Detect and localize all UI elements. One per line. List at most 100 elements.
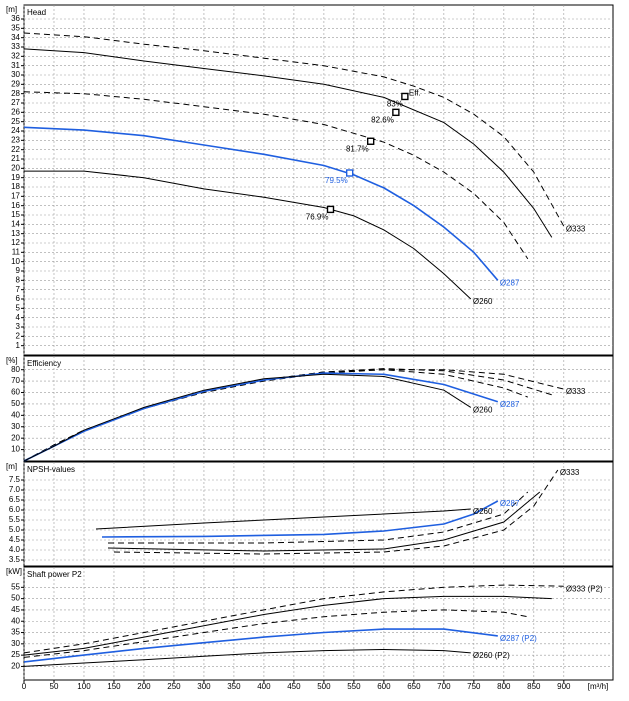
panel-title: NPSH-values (27, 465, 75, 474)
curve (23, 628, 498, 663)
panel-frame (23, 566, 614, 681)
y-tick-label: 32 (11, 51, 20, 60)
x-tick-label: 550 (347, 682, 361, 691)
panel-frame (23, 355, 614, 462)
curve (23, 32, 565, 227)
y-tick-label: 23 (11, 135, 20, 144)
x-tick-label: 300 (197, 682, 211, 691)
y-tick-label: 29 (11, 79, 20, 88)
x-tick-label: 150 (107, 682, 121, 691)
y-unit: [m] (6, 5, 17, 14)
y-tick-label: 36 (11, 14, 20, 23)
y-tick-label: 3.5 (9, 555, 21, 564)
y-tick-label: 20 (11, 163, 20, 172)
duty-point-label: 82.6% (371, 115, 394, 124)
y-tick-label: 17 (11, 191, 20, 200)
curve-label: Ø260 (473, 507, 493, 516)
y-tick-label: 7.5 (9, 475, 21, 484)
y-tick-label: 10 (11, 257, 20, 266)
x-tick-label: 250 (167, 682, 181, 691)
y-tick-label: 16 (11, 201, 20, 210)
y-tick-label: 5.5 (9, 515, 21, 524)
x-tick-label: 800 (497, 682, 511, 691)
y-tick-label: 14 (11, 219, 20, 228)
y-tick-label: 30 (11, 639, 20, 648)
y-tick-label: 27 (11, 98, 20, 107)
y-tick-label: 20 (11, 433, 20, 442)
x-tick-label: 50 (50, 682, 59, 691)
y-tick-label: 22 (11, 145, 20, 154)
curve-label: Ø333 (566, 387, 586, 396)
curve-label: Ø260 (473, 297, 493, 306)
curve (101, 500, 499, 538)
y-tick-label: 50 (11, 399, 20, 408)
duty-point-label: 76.9% (306, 213, 329, 222)
y-tick-label: 10 (11, 445, 20, 454)
panel-title: Head (27, 8, 46, 17)
x-tick-label: 0 (22, 682, 27, 691)
curve-label: Ø287 (500, 400, 520, 409)
panel-frame (23, 4, 614, 356)
curve (23, 609, 528, 658)
y-tick-label: 21 (11, 154, 20, 163)
x-tick-label: 100 (77, 682, 91, 691)
y-tick-label: 12 (11, 238, 20, 247)
y-tick-label: 55 (11, 582, 20, 591)
y-tick-label: 34 (11, 33, 20, 42)
curve (23, 91, 529, 260)
curve-label: Ø287 (P2) (500, 634, 537, 643)
y-tick-label: 6.0 (9, 505, 21, 514)
y-unit: [m] (6, 462, 17, 471)
y-tick-label: 18 (11, 182, 20, 191)
y-tick-label: 33 (11, 42, 20, 51)
y-tick-label: 40 (11, 410, 20, 419)
y-tick-label: 4 (16, 313, 21, 322)
x-tick-label: 200 (137, 682, 151, 691)
panel-title: Efficiency (27, 359, 61, 368)
x-tick-label: 500 (317, 682, 331, 691)
y-tick-label: 11 (12, 247, 21, 256)
y-tick-label: 35 (11, 628, 20, 637)
curve-label: Ø333 (P2) (566, 584, 603, 593)
panel-title: Shaft power P2 (27, 570, 82, 579)
y-tick-label: 45 (11, 605, 20, 614)
x-unit: [m³/h] (588, 682, 608, 691)
y-tick-label: 6.5 (9, 495, 21, 504)
x-tick-label: 400 (257, 682, 271, 691)
y-tick-label: 26 (11, 107, 20, 116)
curve (23, 373, 472, 462)
y-tick-label: 70 (11, 376, 20, 385)
duty-point-label: 79.5% (325, 176, 348, 185)
x-tick-label: 650 (407, 682, 421, 691)
duty-point (345, 169, 354, 177)
y-tick-label: 30 (11, 422, 20, 431)
curve (23, 126, 499, 281)
y-tick-label: 20 (11, 662, 20, 671)
y-tick-label: 31 (11, 61, 20, 70)
curve (108, 491, 529, 544)
y-tick-label: 40 (11, 616, 20, 625)
x-tick-label: 750 (467, 682, 481, 691)
x-tick-label: 350 (227, 682, 241, 691)
x-tick-label: 900 (557, 682, 571, 691)
y-tick-label: 19 (11, 173, 20, 182)
curve (23, 48, 553, 238)
y-tick-label: 25 (11, 117, 20, 126)
y-tick-label: 8 (16, 275, 21, 284)
duty-point (326, 205, 335, 214)
y-tick-label: 4.5 (9, 535, 21, 544)
y-tick-label: 25 (11, 650, 20, 659)
duty-point (366, 137, 375, 145)
curve (113, 469, 559, 555)
y-tick-label: 7.0 (9, 485, 21, 494)
curve (23, 595, 552, 656)
y-tick-label: 3 (16, 322, 21, 331)
curve (23, 648, 471, 667)
curve (107, 491, 541, 552)
curve (95, 508, 471, 530)
duty-point (401, 92, 409, 101)
y-tick-label: 7 (16, 285, 21, 294)
y-tick-label: 35 (11, 23, 20, 32)
y-tick-label: 5 (16, 303, 21, 312)
